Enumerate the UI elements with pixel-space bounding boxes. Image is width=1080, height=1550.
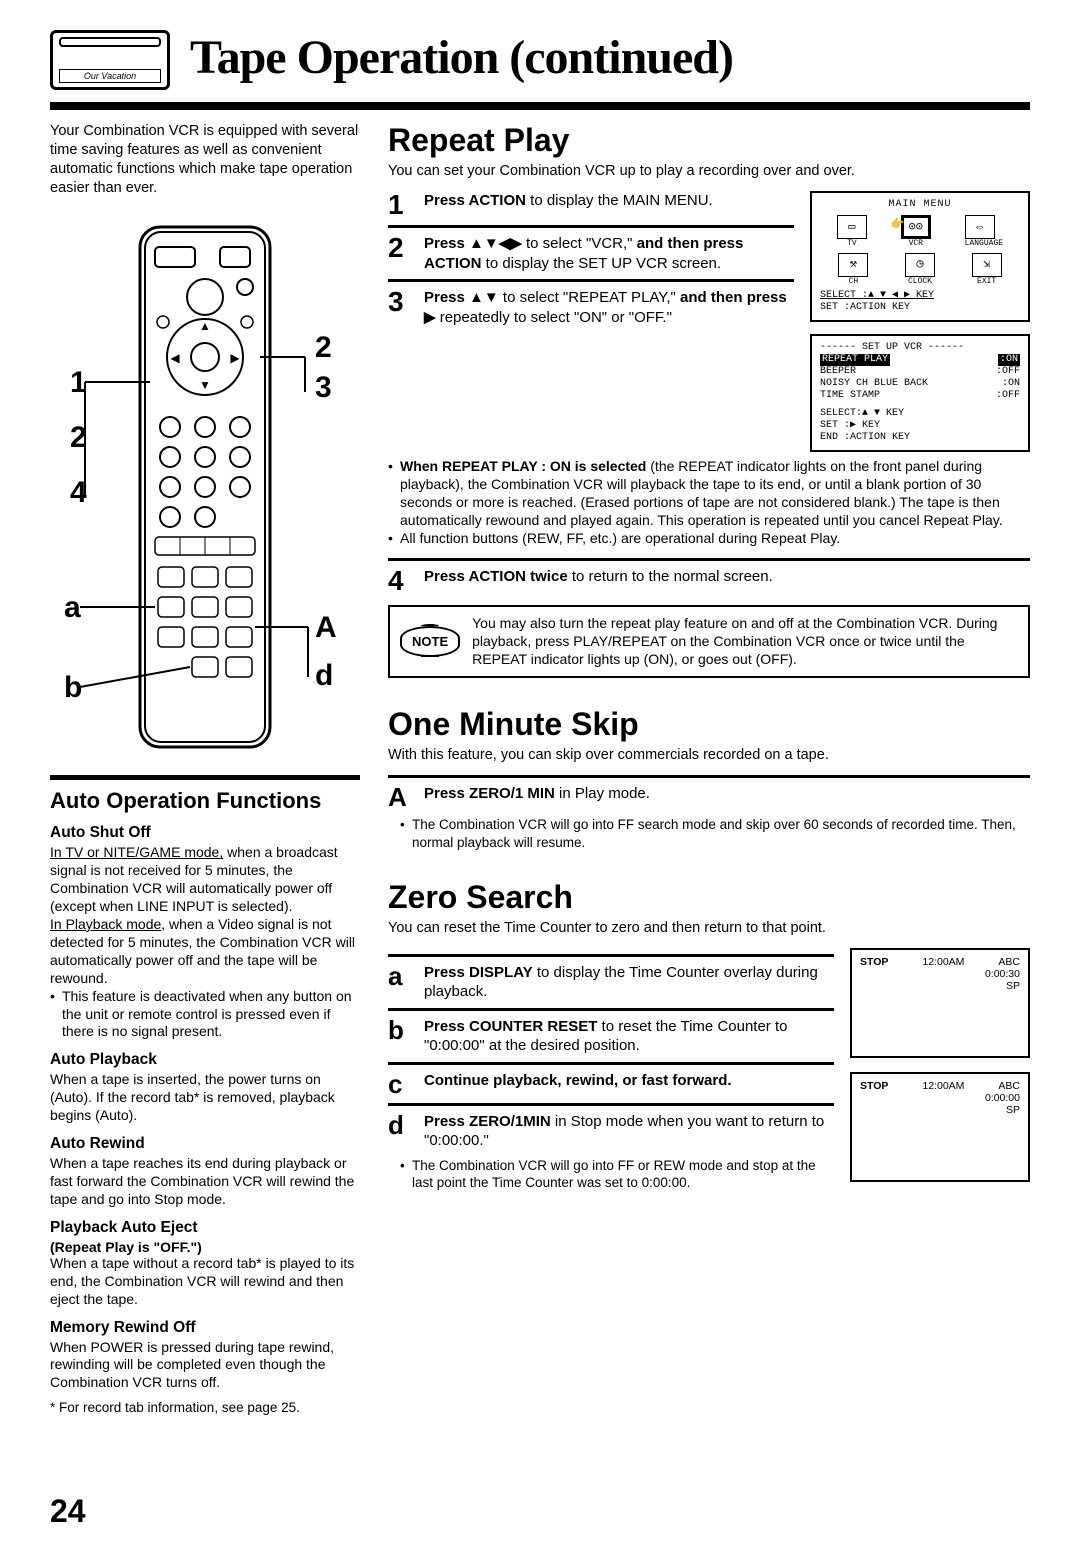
svg-text:3: 3: [315, 371, 332, 404]
auto-playback-heading: Auto Playback: [50, 1051, 360, 1069]
auto-section-rule: [50, 775, 360, 780]
zero-search-heading: Zero Search: [388, 879, 1030, 916]
zero-step-d: d Press ZERO/1MIN in Stop mode when you …: [388, 1112, 834, 1151]
record-tab-footnote: * For record tab information, see page 2…: [50, 1400, 360, 1415]
auto-shut-off-p2: In Playback mode, when a Video signal is…: [50, 916, 360, 988]
auto-playback-body: When a tape is inserted, the power turns…: [50, 1071, 360, 1125]
auto-rewind-heading: Auto Rewind: [50, 1135, 360, 1153]
repeat-step-3: 3 Press ▲▼ to select "REPEAT PLAY," and …: [388, 288, 794, 327]
zero-step-b: b Press COUNTER RESET to reset the Time …: [388, 1017, 834, 1056]
memory-rewind-heading: Memory Rewind Off: [50, 1319, 360, 1337]
svg-text:2: 2: [70, 421, 87, 454]
repeat-bullet-2: All function buttons (REW, FF, etc.) are…: [388, 530, 1030, 548]
svg-text:1: 1: [70, 366, 87, 399]
repeat-play-lead: You can set your Combination VCR up to p…: [388, 163, 1030, 179]
playback-auto-eject-heading: Playback Auto Eject: [50, 1219, 360, 1237]
zero-search-lead: You can reset the Time Counter to zero a…: [388, 920, 1030, 936]
vhs-label-text: Our Vacation: [59, 69, 161, 83]
auto-shut-off-bullet: This feature is deactivated when any but…: [50, 988, 360, 1042]
note-icon: NOTE: [400, 626, 460, 657]
repeat-bullet-1: When REPEAT PLAY : ON is selected (the R…: [388, 458, 1030, 530]
svg-text:▼: ▼: [199, 378, 211, 392]
page-title: Tape Operation (continued): [190, 30, 733, 85]
vhs-cassette-icon: Our Vacation: [50, 30, 170, 90]
svg-text:◀: ◀: [170, 351, 180, 365]
tv-overlay-1: STOP12:00AMABC 0:00:30 SP: [850, 948, 1030, 1058]
svg-text:▶: ▶: [230, 351, 240, 365]
auto-shut-off-p1: In TV or NITE/GAME mode, when a broadcas…: [50, 844, 360, 916]
auto-shut-off-heading: Auto Shut Off: [50, 824, 360, 842]
page-number: 24: [50, 1493, 86, 1530]
zero-step-d-bullet: The Combination VCR will go into FF or R…: [388, 1157, 834, 1192]
one-minute-skip-heading: One Minute Skip: [388, 706, 1030, 743]
main-menu-screen: MAIN MENU ▭TV 👉⊙⊙VCR ⇔LANGUAGE ⚒CH ◷CLOC…: [810, 191, 1030, 322]
left-column: Your Combination VCR is equipped with se…: [50, 122, 360, 1415]
memory-rewind-body: When POWER is pressed during tape rewind…: [50, 1339, 360, 1393]
svg-text:▲: ▲: [199, 319, 211, 333]
zero-step-a: a Press DISPLAY to display the Time Coun…: [388, 963, 834, 1002]
svg-text:d: d: [315, 659, 333, 692]
one-minute-skip-lead: With this feature, you can skip over com…: [388, 747, 1030, 763]
svg-text:A: A: [315, 611, 337, 644]
playback-auto-eject-body: When a tape without a record tab* is pla…: [50, 1255, 360, 1309]
repeat-step-4: 4 Press ACTION twice to return to the no…: [388, 567, 1030, 595]
tv-overlay-2: STOP12:00AMABC 0:00:00 SP: [850, 1072, 1030, 1182]
remote-diagram: ▲ ▼ ◀ ▶: [50, 217, 360, 757]
repeat-step-2: 2 Press ▲▼◀▶ to select "VCR," and then p…: [388, 234, 794, 273]
one-min-step-a: A Press ZERO/1 MIN in Play mode.: [388, 784, 1030, 810]
auto-operation-heading: Auto Operation Functions: [50, 788, 360, 814]
intro-text: Your Combination VCR is equipped with se…: [50, 122, 360, 197]
title-rule: [50, 102, 1030, 110]
svg-text:4: 4: [70, 476, 87, 509]
repeat-play-heading: Repeat Play: [388, 122, 1030, 159]
playback-auto-eject-sub: (Repeat Play is "OFF."): [50, 1239, 360, 1255]
auto-rewind-body: When a tape reaches its end during playb…: [50, 1155, 360, 1209]
repeat-note-text: You may also turn the repeat play featur…: [472, 615, 1018, 669]
page-header: Our Vacation Tape Operation (continued): [50, 30, 1030, 90]
svg-text:b: b: [64, 671, 82, 704]
right-column: Repeat Play You can set your Combination…: [388, 122, 1030, 1415]
repeat-step-1: 1 Press ACTION to display the MAIN MENU.: [388, 191, 794, 219]
setup-vcr-screen: ------ SET UP VCR ------ REPEAT PLAY:ON …: [810, 334, 1030, 452]
svg-text:a: a: [64, 591, 81, 624]
repeat-note-box: NOTE You may also turn the repeat play f…: [388, 605, 1030, 679]
svg-text:2: 2: [315, 331, 332, 364]
one-min-bullet: The Combination VCR will go into FF sear…: [388, 816, 1030, 851]
zero-step-c: c Continue playback, rewind, or fast for…: [388, 1071, 834, 1097]
